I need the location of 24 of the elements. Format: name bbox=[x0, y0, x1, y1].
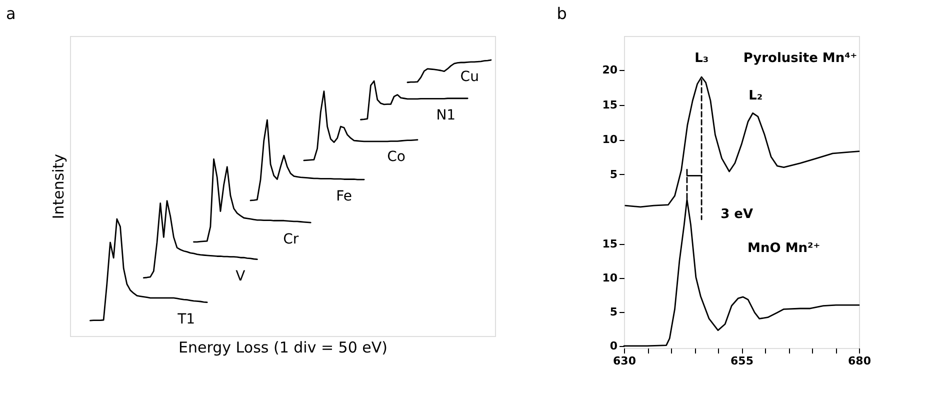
series-label: Cr bbox=[283, 232, 299, 248]
y-tick-label: 10 bbox=[602, 271, 618, 284]
series-label: Fe bbox=[336, 188, 352, 205]
annotation: MnO Mn²⁺ bbox=[748, 241, 820, 256]
annotation: Pyrolusite Mn⁴⁺ bbox=[743, 50, 858, 66]
series-label: V bbox=[236, 268, 246, 284]
annotation: L₃ bbox=[694, 50, 709, 66]
x-tick-label: 630 bbox=[613, 354, 636, 368]
chart-title: a bbox=[6, 4, 16, 23]
series-label: N1 bbox=[436, 107, 456, 124]
series-label: Co bbox=[387, 148, 406, 165]
series-label: T1 bbox=[176, 311, 196, 328]
x-tick-label: 655 bbox=[730, 354, 754, 368]
y-tick-label: 0 bbox=[610, 339, 618, 352]
y-tick-label: 5 bbox=[610, 305, 618, 318]
annotation: 3 eV bbox=[720, 206, 754, 222]
y-tick-label: 15 bbox=[602, 237, 618, 250]
x-axis-title: Energy Loss (1 div = 50 eV) bbox=[178, 338, 388, 356]
chart-title: b bbox=[556, 4, 567, 23]
y-axis-title: Intensity bbox=[50, 154, 68, 220]
y2-tick-label: 20 bbox=[602, 64, 618, 77]
x-tick-label: 680 bbox=[848, 354, 872, 368]
annotation: L₂ bbox=[748, 88, 763, 104]
series-label: Cu bbox=[460, 69, 479, 86]
